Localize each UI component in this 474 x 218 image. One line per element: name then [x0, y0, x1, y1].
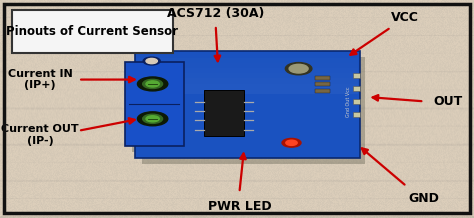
Bar [137, 52, 358, 58]
Circle shape [285, 63, 312, 75]
Bar [137, 68, 358, 73]
FancyBboxPatch shape [135, 51, 360, 158]
Circle shape [286, 140, 297, 145]
Circle shape [137, 77, 168, 91]
Text: Pinouts of Current Sensor: Pinouts of Current Sensor [7, 25, 178, 38]
Bar [353, 86, 360, 91]
FancyBboxPatch shape [142, 57, 365, 164]
FancyBboxPatch shape [132, 68, 189, 152]
Bar [353, 112, 360, 117]
Text: OUT: OUT [433, 95, 463, 108]
Circle shape [146, 116, 159, 122]
Circle shape [282, 138, 301, 147]
Text: Gnd Out Vcc: Gnd Out Vcc [346, 86, 351, 117]
Bar [315, 89, 330, 93]
Text: GND: GND [409, 192, 440, 205]
Bar [315, 82, 330, 86]
Circle shape [143, 79, 163, 89]
Circle shape [143, 114, 163, 123]
Bar [315, 76, 330, 80]
Text: ACS712 (30A): ACS712 (30A) [167, 7, 264, 20]
Circle shape [146, 81, 159, 87]
Text: PWR LED: PWR LED [208, 199, 271, 213]
Circle shape [137, 112, 168, 126]
Bar [353, 73, 360, 78]
Circle shape [146, 58, 157, 64]
FancyBboxPatch shape [125, 62, 184, 146]
Bar [137, 63, 358, 68]
Bar [137, 58, 358, 63]
Text: VCC: VCC [392, 11, 419, 24]
Circle shape [143, 57, 160, 65]
Text: Current OUT
(IP-): Current OUT (IP-) [1, 124, 79, 146]
FancyBboxPatch shape [12, 10, 173, 53]
Bar [353, 99, 360, 104]
Bar [204, 90, 244, 136]
Bar [137, 84, 358, 89]
Text: Current IN
(IP+): Current IN (IP+) [8, 69, 73, 90]
Bar [137, 78, 358, 84]
Bar [137, 89, 358, 94]
Bar [137, 73, 358, 78]
Circle shape [289, 64, 308, 73]
